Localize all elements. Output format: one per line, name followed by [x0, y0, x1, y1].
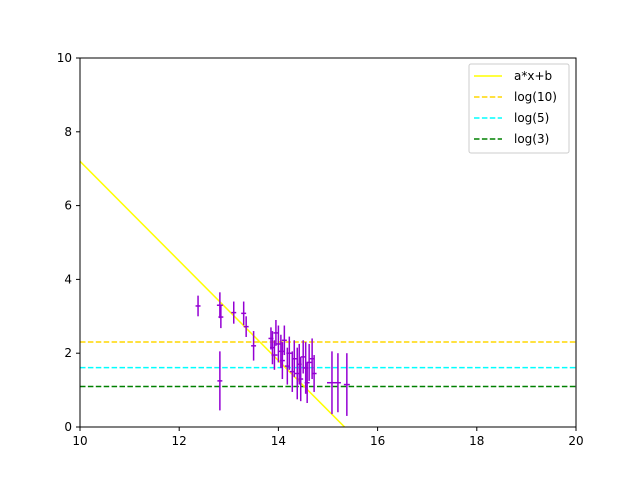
x-tick-label-4: 18 [469, 434, 484, 448]
data-point-31 [343, 353, 350, 416]
data-point-5 [241, 301, 247, 326]
x-tick-label-5: 20 [568, 434, 583, 448]
data-point-30 [334, 353, 341, 413]
data-point-15 [281, 325, 287, 356]
data-point-3 [217, 351, 223, 411]
data-point-4 [231, 301, 237, 324]
data-point-11 [273, 319, 279, 346]
data-point-10 [271, 340, 278, 370]
data-point-19 [291, 340, 297, 378]
legend-label-0: a*x+b [514, 69, 552, 83]
x-tick-label-1: 12 [172, 434, 187, 448]
y-axis: 0 2 4 6 8 10 [57, 51, 80, 434]
legend-label-3: log(3) [514, 132, 549, 146]
data-point-25 [304, 362, 310, 404]
data-point-26 [306, 343, 312, 381]
y-tick-label-5: 10 [57, 51, 72, 65]
x-tick-label-3: 16 [370, 434, 385, 448]
y-tick-label-3: 6 [64, 199, 72, 213]
legend: a*x+b log(10) log(5) log(3) [468, 63, 570, 154]
y-tick-label-1: 2 [64, 346, 72, 360]
data-point-0 [195, 295, 201, 317]
axes-frame [79, 57, 577, 428]
data-point-7 [251, 331, 257, 361]
data-point-28 [311, 355, 317, 392]
x-tick-label-0: 10 [72, 434, 87, 448]
data-point-2 [218, 305, 224, 329]
data-point-14 [279, 342, 285, 380]
x-tick-label-2: 14 [271, 434, 286, 448]
legend-label-1: log(10) [514, 90, 557, 104]
data-point-22 [298, 356, 304, 402]
y-tick-label-0: 0 [64, 420, 72, 434]
data-point-1 [216, 292, 223, 319]
y-tick-label-2: 4 [64, 272, 72, 286]
legend-label-2: log(5) [514, 111, 549, 125]
y-tick-label-4: 8 [64, 125, 72, 139]
data-point-12 [275, 325, 281, 363]
legend-box [468, 63, 570, 154]
plot-area [80, 160, 576, 427]
data-point-17 [286, 336, 293, 370]
data-point-6 [243, 316, 249, 337]
x-axis: 10 12 14 16 18 20 [72, 427, 584, 448]
